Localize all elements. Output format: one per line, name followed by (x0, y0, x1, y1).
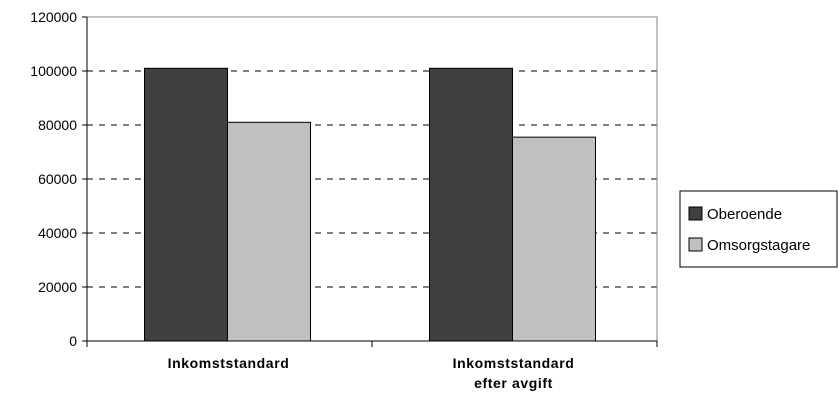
bars (144, 67, 596, 342)
y-tick-labels: 0 20000 40000 60000 80000 100000 120000 (30, 9, 77, 349)
y-tick-label: 0 (69, 333, 77, 349)
legend-label: Oberoende (707, 206, 782, 223)
category-labels: Inkomststandard Inkomststandard efter avgi… (168, 355, 575, 391)
bar-oberoende-1 (144, 67, 228, 342)
y-tick-label: 20000 (38, 279, 77, 295)
bar-oberoende-2 (429, 67, 513, 342)
legend-swatch (688, 206, 703, 221)
legend-swatch (688, 237, 703, 252)
axes (82, 16, 658, 347)
category-label: Inkomststandard (168, 355, 290, 371)
bar-omsorgstagare-2 (512, 136, 596, 342)
y-tick-label: 120000 (30, 9, 77, 25)
category-label-line: Inkomststandard (168, 355, 290, 371)
y-tick-label: 100000 (30, 63, 77, 79)
y-tick-label: 40000 (38, 225, 77, 241)
bar-omsorgstagare-1 (227, 121, 311, 342)
y-tick-label: 80000 (38, 117, 77, 133)
category-label-line: efter avgift (474, 375, 553, 391)
category-label-line: Inkomststandard (453, 355, 575, 371)
y-tick-label: 60000 (38, 171, 77, 187)
legend-box (679, 190, 838, 268)
category-label: Inkomststandard efter avgift (453, 355, 575, 391)
legend-label: Omsorgstagare (707, 237, 810, 254)
legend: Oberoende Omsorgstagare (679, 190, 838, 268)
